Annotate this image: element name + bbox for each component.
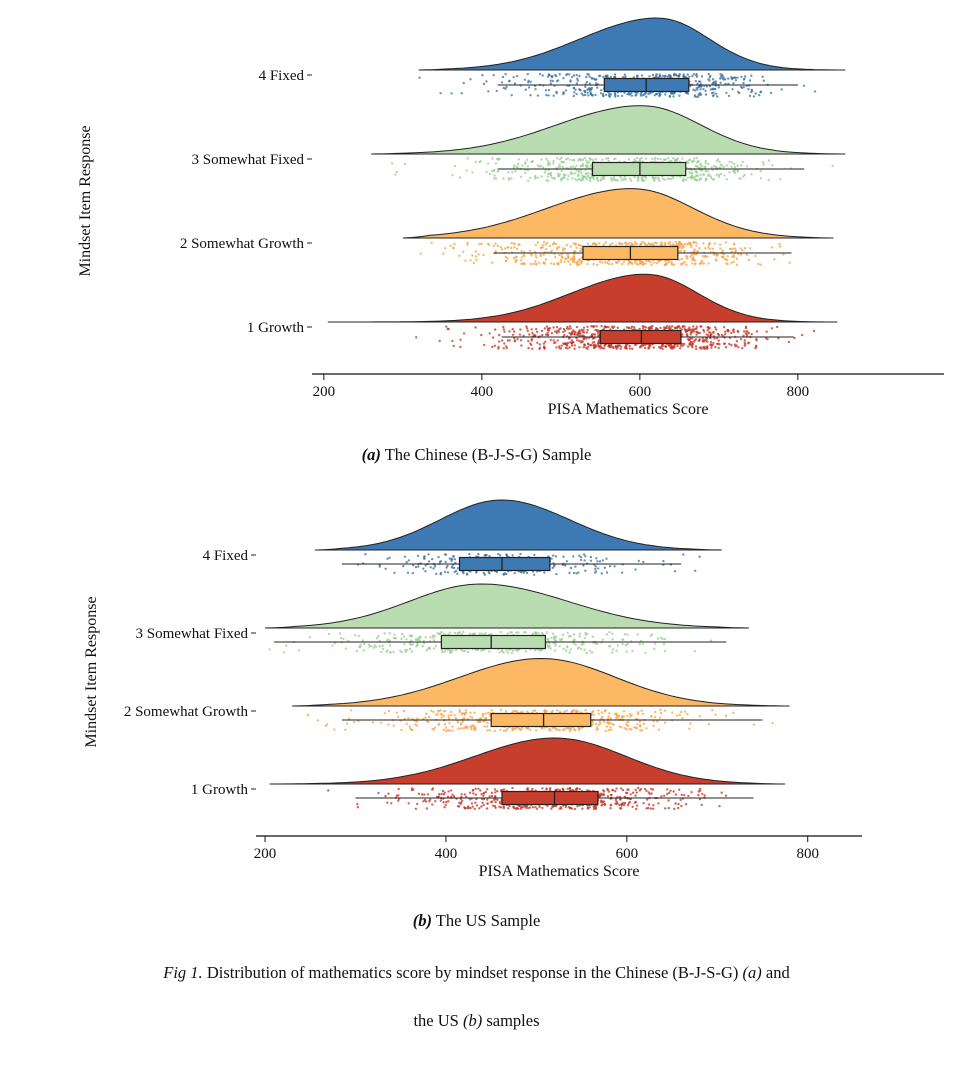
- figure-caption-line1: Fig 1. Distribution of mathematics score…: [0, 962, 953, 984]
- raincloud-chart-chinese-sample: 4 Fixed 3 Somewhat Fixed 2 Somewhat Growth…: [77, 17, 944, 418]
- panel-b-text: The US Sample: [431, 911, 541, 930]
- y-axis-title: Mindset Item Response: [83, 596, 100, 747]
- density-4-fixed: [418, 17, 846, 71]
- x-tick-label: 800: [796, 846, 819, 862]
- y-tick-label: 4 Fixed: [259, 68, 305, 84]
- panel-a-marker: (a): [361, 445, 381, 464]
- row-2-somewhat-growth: [402, 188, 834, 267]
- y-tick-label: 4 Fixed: [203, 548, 249, 564]
- figure-1: 4 Fixed 3 Somewhat Fixed 2 Somewhat Growth…: [0, 17, 953, 1032]
- figure-caption-marker-b: (b): [462, 1011, 483, 1030]
- row-4-fixed: [418, 17, 846, 99]
- y-tick-label: 3 Somewhat Fixed: [136, 626, 249, 642]
- density-4-fixed: [314, 499, 722, 551]
- density-1-growth: [327, 273, 838, 323]
- x-tick-label: 200: [254, 846, 277, 862]
- box-2-somewhat-growth: [490, 712, 592, 728]
- y-tick-label: 3 Somewhat Fixed: [192, 152, 305, 168]
- x-tick-label: 200: [313, 384, 336, 400]
- y-tick-label: 2 Somewhat Growth: [180, 236, 305, 252]
- y-tick-label: 1 Growth: [191, 782, 249, 798]
- figure-caption-text-3: the US: [413, 1011, 463, 1030]
- density-3-somewhat-fixed: [371, 105, 846, 155]
- x-tick-label: 800: [787, 384, 810, 400]
- x-axis-title: PISA Mathematics Score: [479, 863, 640, 880]
- caption-panel-a: (a) The Chinese (B-J-S-G) Sample: [0, 444, 953, 466]
- row-2-somewhat-growth: [292, 657, 790, 733]
- box-4-fixed: [458, 556, 551, 572]
- panel-b-marker: (b): [412, 911, 432, 930]
- caption-panel-b: (b) The US Sample: [0, 910, 953, 932]
- box-3-somewhat-fixed: [440, 634, 546, 650]
- row-4-fixed: [314, 499, 722, 576]
- box-1-growth: [599, 329, 682, 345]
- density-1-growth: [269, 737, 786, 785]
- row-1-growth: [269, 737, 786, 811]
- figure-caption-marker-a: (a): [742, 963, 762, 982]
- density-2-somewhat-growth: [402, 188, 834, 239]
- density-2-somewhat-growth: [292, 657, 790, 707]
- panel-a-text: The Chinese (B-J-S-G) Sample: [380, 445, 592, 464]
- x-tick-label: 400: [471, 384, 494, 400]
- density-3-somewhat-fixed: [264, 583, 749, 629]
- row-1-growth: [327, 273, 838, 351]
- figure-caption-text-4: samples: [482, 1011, 540, 1030]
- raincloud-chart-us-sample: 4 Fixed 3 Somewhat Fixed 2 Somewhat Growth…: [83, 499, 862, 880]
- x-axis-title: PISA Mathematics Score: [548, 401, 709, 418]
- figure-caption-lead: Fig 1.: [163, 963, 203, 982]
- x-tick-label: 400: [435, 846, 458, 862]
- x-tick-label: 600: [616, 846, 639, 862]
- x-tick-label: 600: [629, 384, 652, 400]
- y-tick-label: 1 Growth: [247, 320, 305, 336]
- row-3-somewhat-fixed: [264, 583, 749, 655]
- figure-caption-text-2: and: [761, 963, 790, 982]
- figure-caption-text-1: Distribution of mathematics score by min…: [202, 963, 743, 982]
- box-1-growth: [501, 790, 599, 806]
- y-tick-label: 2 Somewhat Growth: [124, 704, 249, 720]
- row-3-somewhat-fixed: [371, 105, 846, 183]
- y-axis-title: Mindset Item Response: [77, 125, 94, 276]
- box-3-somewhat-fixed: [591, 161, 687, 177]
- figure-caption-line2: the US (b) samples: [0, 1010, 953, 1032]
